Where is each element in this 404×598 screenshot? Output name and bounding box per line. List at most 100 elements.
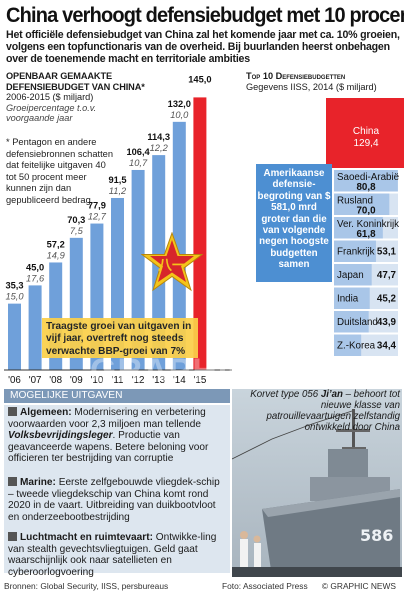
rank-bar [334, 334, 362, 356]
bar-value-label: 45,0 [26, 262, 44, 272]
country-label: Saoedi-Arabië [337, 172, 400, 183]
bullet-square [8, 477, 17, 486]
rank-bar [334, 193, 390, 215]
caption-line-2: defensiebudget van China* [6, 81, 145, 92]
bar-value-label: 132,0 [168, 99, 191, 109]
rank-bar [334, 170, 398, 192]
year-tick-label: '14 [173, 375, 186, 386]
country-label: Frankrijk [337, 247, 375, 258]
sources: Bronnen: Global Security, IISS, persbure… [4, 581, 169, 591]
country-value: 80,8 [356, 182, 376, 193]
right-chart-title: Top 10 Defensiebudgetten [246, 71, 346, 81]
growth-label: 12,2 [150, 143, 169, 153]
growth-label: 14,9 [47, 250, 65, 260]
use-item-italic: Volksbevrijdingsleger [8, 430, 113, 442]
page-subtitle: Het officiële defensiebudget van China z… [6, 29, 400, 66]
bar-value-label: 106,4 [126, 147, 150, 157]
year-tick-label: '10 [91, 375, 104, 386]
year-tick-label: '15 [194, 375, 207, 386]
budget-bar [172, 121, 186, 370]
growth-label: 7,5 [70, 226, 84, 236]
growth-label: 12,7 [88, 212, 107, 222]
bar-value-label: 57,2 [47, 239, 65, 249]
growth-note-2: voorgaande jaar [6, 113, 73, 124]
page-title: China verhoogt defensiebudget met 10 pro… [6, 3, 404, 27]
pla-star-emblem: 八一 [141, 232, 203, 292]
footnote: * Pentagon en andere defensiebronnen sch… [6, 137, 113, 205]
use-item-text: Ontwikke-ling van stealth gevechtsvliegt… [8, 532, 217, 578]
caption-line-1: Openbaar gemaakte [6, 71, 113, 81]
country-label: Rusland [337, 196, 373, 207]
photo-caption: Korvet type 056 Ji’an – behoort tot nieu… [236, 389, 400, 433]
caption-part-a: Korvet type 056 [250, 389, 321, 400]
year-tick-label: '12 [132, 375, 145, 386]
use-item-tail: . Productie van geavanceerde wapens. Bet… [8, 430, 209, 465]
year-tick-label: '07 [29, 375, 42, 386]
year-tick-label: '08 [49, 375, 62, 386]
left-chart-header: Openbaar gemaakte defensiebudget van Chi… [6, 71, 236, 124]
copyright: © GRAPHIC NEWS [321, 581, 396, 591]
growth-label: 17,6 [26, 273, 45, 283]
use-item-title: Marine: [20, 477, 56, 488]
use-item-navy: Marine: Eerste zelfgebouwde vliegdek-sch… [8, 477, 226, 523]
year-tick-label: '06 [8, 375, 21, 386]
budget-bar [193, 97, 207, 371]
rank-bar [334, 217, 383, 239]
use-item-title: Luchtmacht en ruimtevaart: [20, 532, 153, 543]
use-item-air: Luchtmacht en ruimtevaart: Ontwikke-ling… [8, 532, 226, 578]
use-item-text: Modernisering en verbetering voorwaarden… [8, 407, 206, 430]
china-value: 129,4 [353, 138, 379, 149]
use-item-title: Algemeen: [20, 407, 72, 418]
country-value: 34,4 [377, 341, 397, 352]
growth-label: 11,2 [109, 186, 127, 196]
bullet-square [8, 532, 17, 541]
rank-bar [334, 287, 370, 309]
us-budget-callout: Amerikaanse defensie-begroting van $ 581… [256, 164, 332, 282]
growth-label: 10,0 [170, 110, 189, 120]
year-tick-label: '13 [152, 375, 165, 386]
slowest-growth-callout: Traagste groei van uitgaven in vijf jaar… [42, 318, 198, 358]
caption-part-b: – behoort tot nieuwe klasse van patrouil… [266, 389, 400, 433]
bar-value-label: 91,5 [108, 175, 126, 185]
left-chart-range: 2006-2015 ($ miljard) [6, 92, 94, 103]
growth-label: 10,7 [129, 158, 148, 168]
country-label: Z.-Korea [337, 341, 376, 352]
caption-ship-name: Ji’an [320, 389, 343, 400]
hull-number: 586 [360, 526, 393, 545]
bar-value-label: 35,3 [5, 281, 23, 291]
footer: Bronnen: Global Security, IISS, persbure… [4, 581, 400, 593]
bullet-square [8, 407, 17, 416]
bar-value-label: 114,3 [147, 132, 170, 142]
use-item-text: Eerste zelfgebouwde vliegdek-schip – twe… [8, 477, 220, 523]
country-label: Duitsland [337, 317, 378, 328]
rank-bar [334, 240, 376, 262]
country-value: 45,2 [377, 294, 397, 305]
country-value: 61,8 [356, 229, 376, 240]
uses-panel [4, 405, 230, 573]
country-value: 43,9 [377, 317, 397, 328]
bar-value-label: 77,9 [88, 201, 106, 211]
china-label: China [352, 126, 380, 137]
rank-bar [334, 264, 372, 286]
country-label: Ver. Koninkrijk [337, 219, 399, 230]
bar-value-label: 145,0 [188, 74, 211, 84]
budget-bar [8, 303, 21, 370]
use-item-general: Algemeen: Modernisering en verbetering v… [8, 407, 226, 465]
watermark: GRAPHIC NEWS [90, 352, 371, 390]
growth-note-1: Groeipercentage t.o.v. [6, 102, 97, 113]
year-tick-label: '11 [111, 375, 123, 386]
growth-note: Groeipercentage t.o.v. voorgaande jaar [6, 103, 236, 124]
growth-label: 15,0 [5, 292, 24, 302]
uses-header: Mogelijke uitgaven [4, 389, 230, 403]
country-value: 70,0 [356, 206, 376, 217]
country-label: India [337, 294, 359, 305]
photo-credit: Foto: Associated Press [222, 581, 308, 591]
country-label: Japan [337, 270, 364, 281]
right-chart-subtitle: Gegevens IISS, 2014 ($ miljard) [246, 81, 377, 92]
budget-bar [28, 285, 42, 370]
rank-bar [334, 311, 369, 333]
country-value: 53,1 [377, 247, 397, 258]
right-chart-header: Top 10 Defensiebudgetten Gegevens IISS, … [246, 71, 404, 92]
year-tick-label: '09 [70, 375, 83, 386]
